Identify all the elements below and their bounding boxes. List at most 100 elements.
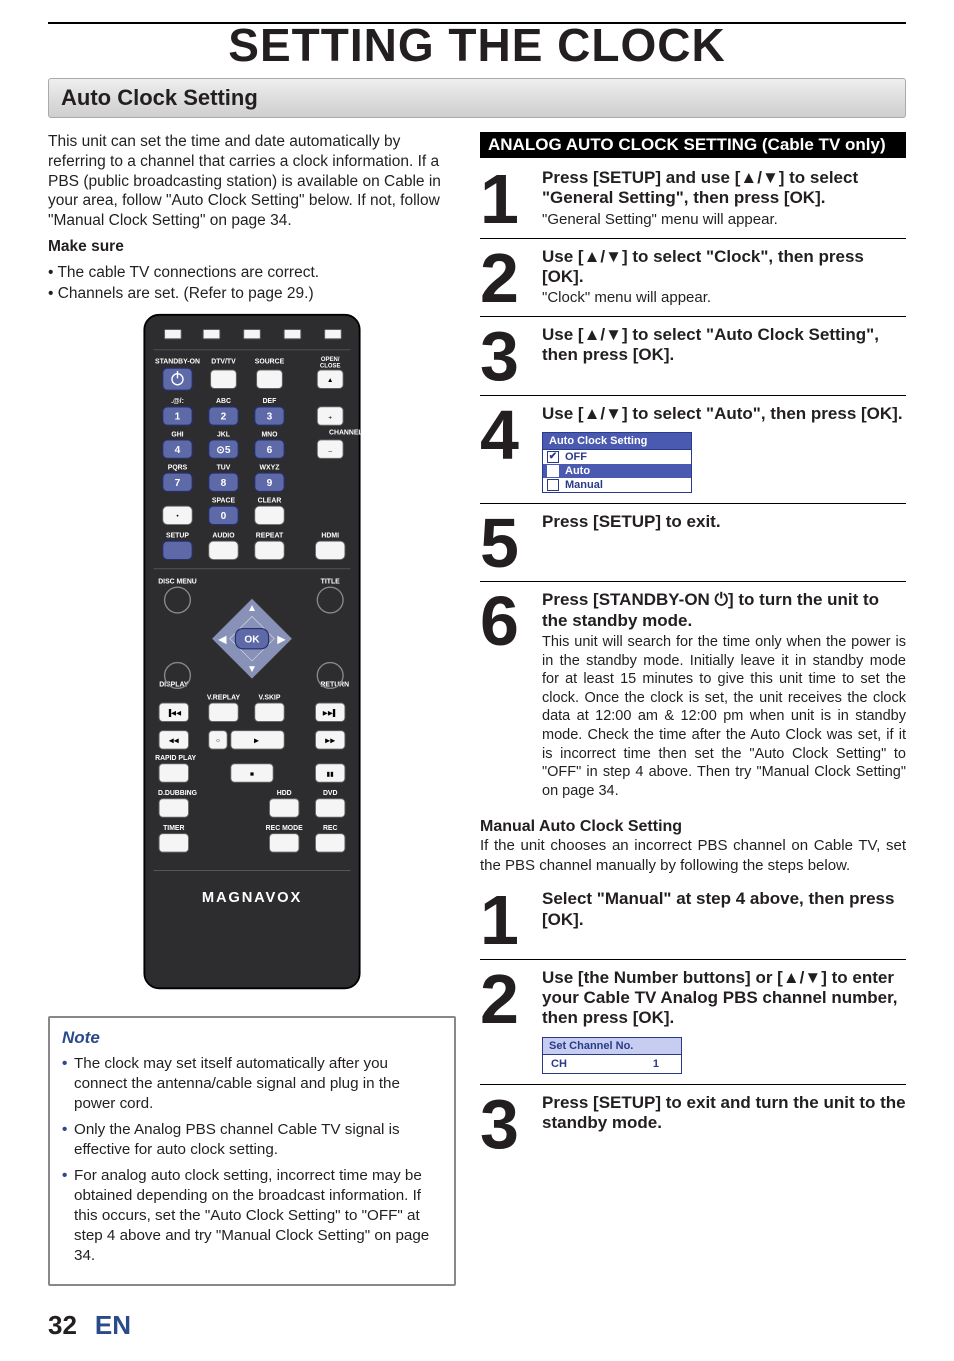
svg-text:▲: ▲ (327, 377, 334, 384)
svg-text:.@/:: .@/: (171, 398, 184, 405)
note-title: Note (62, 1028, 442, 1048)
section-heading: Auto Clock Setting (61, 85, 893, 111)
svg-text:2: 2 (221, 412, 227, 423)
svg-text:GHI: GHI (171, 431, 183, 438)
svg-text:–: – (328, 448, 332, 455)
step-number: 3 (480, 1093, 542, 1155)
step-body: Use [the Number buttons] or [▲/▼] to ent… (542, 968, 906, 1076)
makesure-item: Channels are set. (Refer to page 29.) (48, 284, 456, 305)
svg-text:◀: ◀ (218, 634, 227, 645)
page-root: SETTING THE CLOCK Auto Clock Setting Thi… (0, 0, 954, 1361)
svg-text:4: 4 (175, 445, 181, 456)
osd-label: Manual (565, 479, 603, 491)
page-title: SETTING THE CLOCK (48, 18, 906, 72)
step-number: 5 (480, 512, 542, 574)
svg-text:0: 0 (221, 511, 227, 522)
left-column: This unit can set the time and date auto… (48, 132, 456, 1286)
osd-label: OFF (565, 451, 587, 463)
step-row: 3 Use [▲/▼] to select "Auto Clock Settin… (480, 321, 906, 396)
step-sub: "Clock" menu will appear. (542, 289, 906, 308)
step-row: 2 Use [the Number buttons] or [▲/▼] to e… (480, 964, 906, 1085)
svg-text:▮▮: ▮▮ (327, 771, 335, 778)
step-head: Press [SETUP] and use [▲/▼] to select "G… (542, 168, 906, 209)
osd-row: ✔OFF (543, 450, 691, 464)
makesure-item: The cable TV connections are correct. (48, 263, 456, 284)
svg-text:REC MODE: REC MODE (266, 825, 303, 832)
note-item: Only the Analog PBS channel Cable TV sig… (62, 1120, 442, 1160)
svg-text:OPEN/: OPEN/ (321, 357, 340, 363)
svg-text:▲: ▲ (247, 603, 257, 614)
step-body: Select "Manual" at step 4 above, then pr… (542, 889, 906, 930)
svg-text:DEF: DEF (263, 398, 277, 405)
svg-text:8: 8 (221, 478, 227, 489)
intro-paragraph: This unit can set the time and date auto… (48, 132, 456, 231)
svg-text:DISC MENU: DISC MENU (158, 578, 197, 585)
svg-text:9: 9 (267, 478, 273, 489)
note-item: For analog auto clock setting, incorrect… (62, 1166, 442, 1266)
svg-text:AUDIO: AUDIO (212, 532, 235, 539)
svg-text:◀◀: ◀◀ (169, 737, 180, 744)
svg-text:CLEAR: CLEAR (258, 497, 282, 504)
note-item: The clock may set itself automatically a… (62, 1054, 442, 1114)
page-language: EN (95, 1310, 131, 1341)
step-row: 5 Press [SETUP] to exit. (480, 508, 906, 583)
svg-text:■: ■ (250, 771, 254, 778)
step-head: Press [SETUP] to exit and turn the unit … (542, 1093, 906, 1134)
svg-text:1: 1 (175, 412, 181, 423)
step-row: 4 Use [▲/▼] to select "Auto", then press… (480, 400, 906, 504)
step-head: Use [the Number buttons] or [▲/▼] to ent… (542, 968, 906, 1029)
osd-panel: Auto Clock Setting ✔OFF Auto Manual (542, 432, 692, 493)
step-sub: This unit will search for the time only … (542, 633, 906, 800)
svg-text:6: 6 (267, 445, 273, 456)
svg-text:○: ○ (216, 737, 220, 744)
svg-text:CHANNEL: CHANNEL (329, 429, 363, 436)
osd2-value: 1 (639, 1058, 673, 1070)
step-row: 1 Press [SETUP] and use [▲/▼] to select … (480, 164, 906, 239)
svg-text:REC: REC (323, 825, 338, 832)
step-number: 6 (480, 590, 542, 652)
step-number: 1 (480, 889, 542, 951)
svg-text:ABC: ABC (216, 398, 231, 405)
osd-row-selected: Auto (543, 464, 691, 478)
svg-text:TUV: TUV (217, 464, 231, 471)
step-number: 2 (480, 968, 542, 1030)
step-body: Press [STANDBY-ON ⏻] to turn the unit to… (542, 590, 906, 800)
svg-text:JKL: JKL (217, 431, 230, 438)
title-rule: SETTING THE CLOCK (48, 22, 906, 72)
makesure-list: The cable TV connections are correct. Ch… (48, 263, 456, 305)
svg-text:RAPID PLAY: RAPID PLAY (155, 755, 196, 762)
svg-text:CLOSE: CLOSE (320, 363, 341, 369)
svg-text:TITLE: TITLE (321, 578, 341, 585)
svg-text:⊙5: ⊙5 (216, 445, 230, 456)
osd-row: Manual (543, 478, 691, 492)
osd2-body: CH 1 (543, 1055, 681, 1073)
svg-text:▶▶▌: ▶▶▌ (323, 708, 338, 717)
note-box: Note The clock may set itself automatica… (48, 1016, 456, 1287)
osd-label: Auto (565, 465, 590, 477)
svg-text:HDMI: HDMI (321, 532, 339, 539)
step-head: Select "Manual" at step 4 above, then pr… (542, 889, 906, 930)
svg-text:PQRS: PQRS (168, 464, 188, 471)
step-number: 4 (480, 404, 542, 466)
svg-text:V.REPLAY: V.REPLAY (207, 694, 241, 701)
manual-subheading: Manual Auto Clock Setting (480, 818, 906, 836)
step-number: 1 (480, 168, 542, 230)
step-body: Press [SETUP] to exit. (542, 512, 906, 532)
step-head: Use [▲/▼] to select "Auto", then press [… (542, 404, 906, 424)
note-list: The clock may set itself automatically a… (62, 1054, 442, 1267)
svg-text:SETUP: SETUP (166, 532, 189, 539)
step-row: 6 Press [STANDBY-ON ⏻] to turn the unit … (480, 586, 906, 808)
remote-illustration: .rbtn{fill:#fff;stroke:#000;stroke-width… (48, 313, 456, 994)
svg-text:▶: ▶ (277, 634, 287, 645)
step-head: Press [STANDBY-ON ⏻] to turn the unit to… (542, 590, 906, 631)
two-column-layout: This unit can set the time and date auto… (48, 132, 906, 1286)
svg-text:▶: ▶ (254, 737, 260, 744)
svg-text:STANDBY-ON: STANDBY-ON (155, 358, 200, 365)
step-head: Use [▲/▼] to select "Auto Clock Setting"… (542, 325, 906, 366)
step-head: Press [SETUP] to exit. (542, 512, 906, 532)
svg-text:SPACE: SPACE (212, 497, 236, 504)
svg-text:V.SKIP: V.SKIP (259, 694, 281, 701)
step-number: 2 (480, 247, 542, 309)
osd-panel-2: Set Channel No. CH 1 (542, 1037, 682, 1074)
svg-text:DTV/TV: DTV/TV (211, 358, 236, 365)
